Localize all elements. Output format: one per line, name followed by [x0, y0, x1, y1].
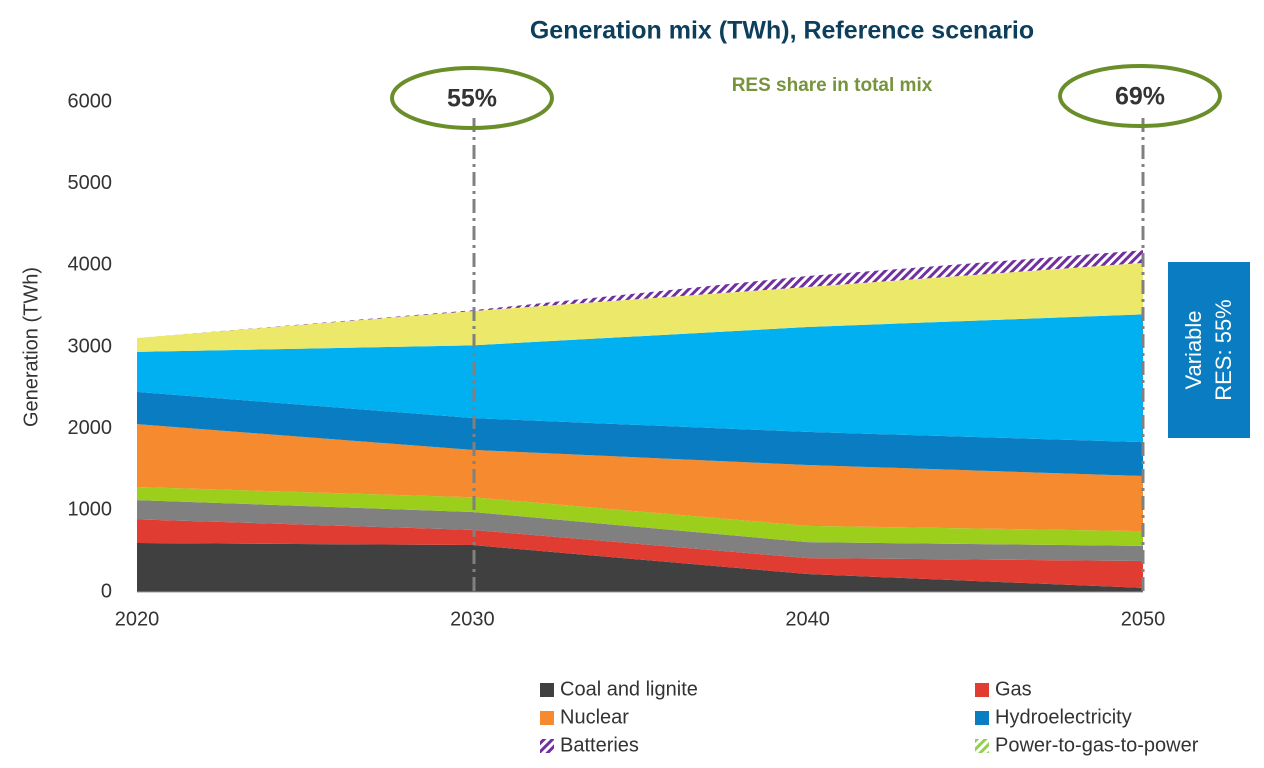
legend-swatch [975, 683, 989, 697]
legend-swatch [540, 739, 554, 753]
annotation: 55% [447, 85, 497, 113]
legend-swatch [975, 711, 989, 725]
legend-label: Nuclear [560, 706, 629, 728]
y-tick-label: 1000 [68, 499, 113, 521]
area [137, 487, 1143, 546]
x-tick-label: 2050 [1121, 608, 1166, 630]
y-axis-label: Generation (TWh) [20, 267, 42, 427]
annotation: 69% [1115, 83, 1165, 111]
legend-swatch [975, 739, 989, 753]
legend-label: Power-to-gas-to-power [995, 734, 1199, 756]
chart-title: Generation mix (TWh), Reference scenario [530, 17, 1034, 45]
y-tick-label: 6000 [68, 90, 113, 112]
area [137, 314, 1143, 443]
area [137, 391, 1143, 477]
x-tick-label: 2040 [785, 608, 830, 630]
y-tick-label: 3000 [68, 335, 113, 357]
y-tick-label: 0 [101, 580, 112, 602]
x-tick-label: 2020 [115, 608, 160, 630]
area [137, 262, 1143, 352]
area [137, 424, 1143, 532]
legend-label: Gas [995, 678, 1032, 700]
y-tick-label: 4000 [68, 254, 113, 276]
x-tick-label: 2030 [450, 608, 495, 630]
legend-label: Coal and lignite [560, 678, 698, 700]
highlight-ellipse [390, 66, 554, 130]
side-label: RES: 55% [1211, 299, 1236, 401]
legend-label: Hydroelectricity [995, 706, 1132, 728]
legend-swatch [540, 683, 554, 697]
y-tick-label: 5000 [68, 172, 113, 194]
legend-label: Batteries [560, 734, 639, 756]
side-label: Variable [1181, 310, 1206, 389]
area [137, 519, 1143, 588]
legend-swatch [540, 711, 554, 725]
side-box [1168, 262, 1250, 438]
area [137, 500, 1143, 561]
plot-area [137, 250, 1143, 593]
area [137, 250, 1143, 339]
highlight-ellipse [1058, 64, 1222, 128]
y-tick-label: 2000 [68, 417, 113, 439]
annotation: RES share in total mix [732, 75, 933, 96]
area [137, 543, 1143, 592]
